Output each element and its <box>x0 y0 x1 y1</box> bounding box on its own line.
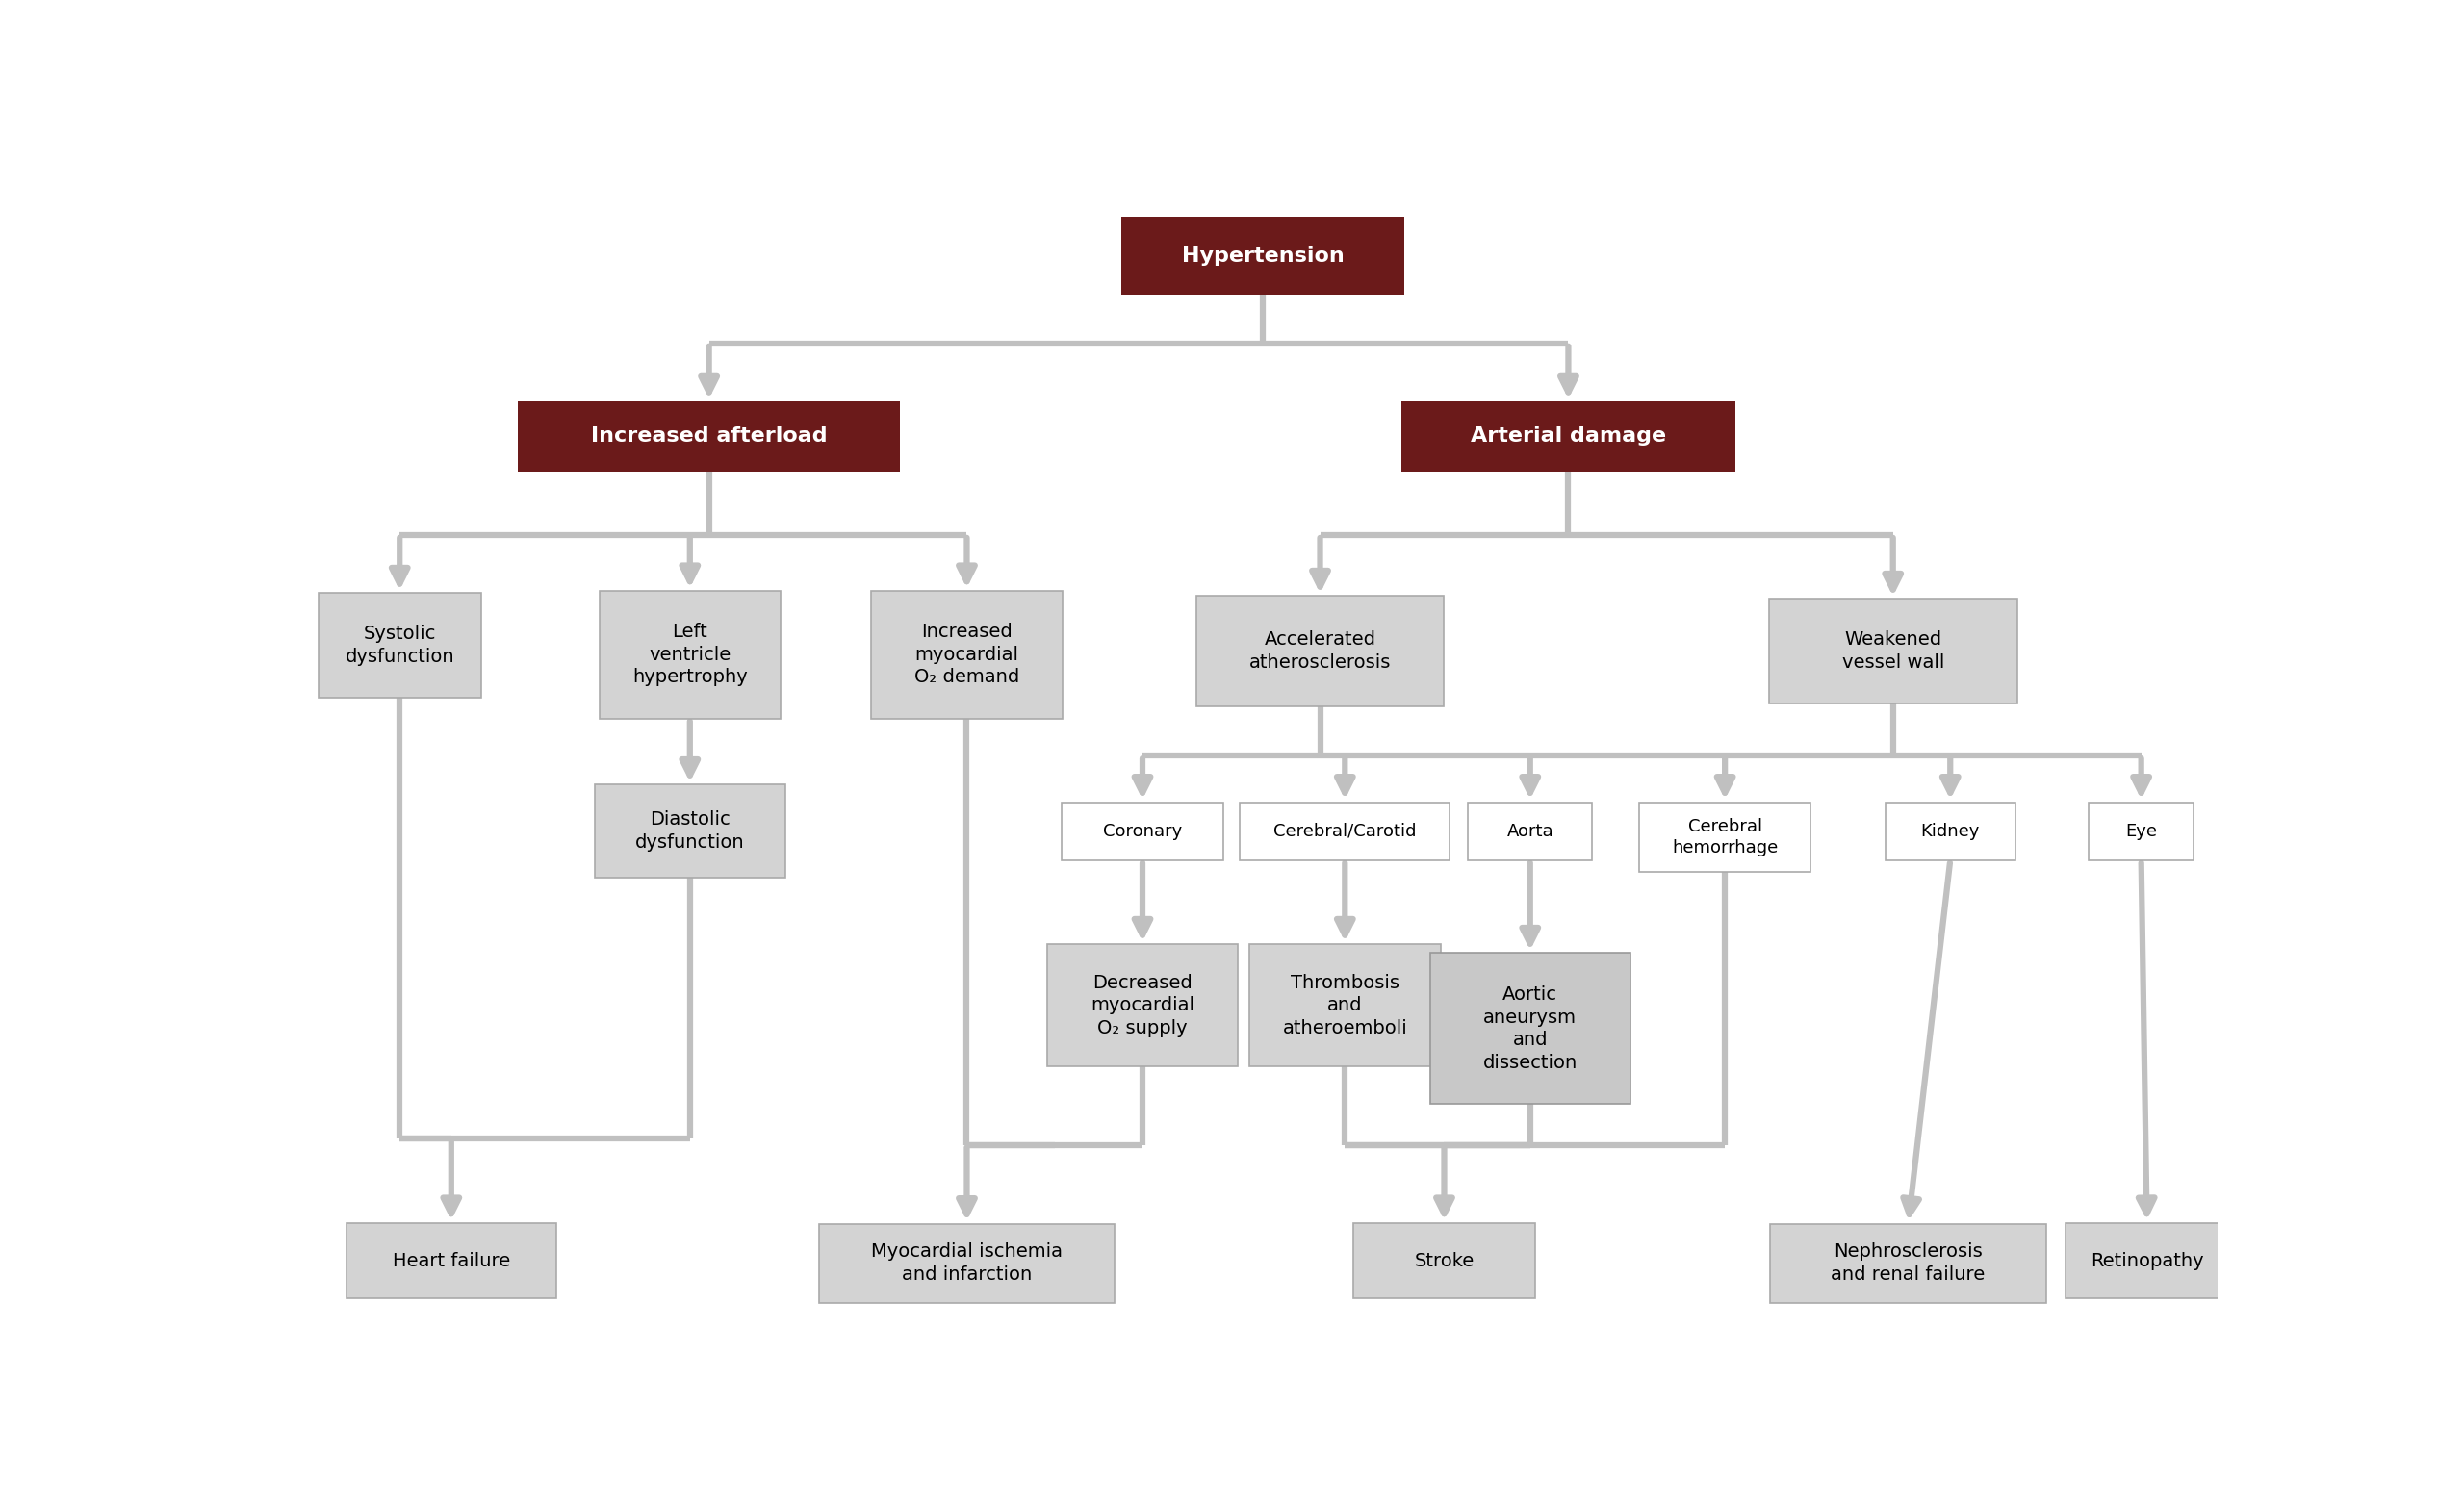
FancyBboxPatch shape <box>517 401 899 470</box>
Text: Myocardial ischemia
and infarction: Myocardial ischemia and infarction <box>872 1243 1062 1283</box>
Text: Weakened
vessel wall: Weakened vessel wall <box>1841 630 1944 671</box>
Text: Cerebral
hemorrhage: Cerebral hemorrhage <box>1673 817 1779 857</box>
Text: Accelerated
atherosclerosis: Accelerated atherosclerosis <box>1249 630 1392 671</box>
FancyBboxPatch shape <box>345 1223 557 1298</box>
FancyBboxPatch shape <box>872 591 1062 719</box>
FancyBboxPatch shape <box>818 1223 1114 1303</box>
FancyBboxPatch shape <box>1047 944 1237 1066</box>
FancyBboxPatch shape <box>1469 802 1592 860</box>
FancyBboxPatch shape <box>1239 802 1449 860</box>
Text: Increased afterload: Increased afterload <box>591 427 828 446</box>
FancyBboxPatch shape <box>1429 953 1631 1104</box>
Text: Diastolic
dysfunction: Diastolic dysfunction <box>636 811 744 852</box>
Text: Eye: Eye <box>2126 822 2156 840</box>
FancyBboxPatch shape <box>1353 1223 1535 1298</box>
FancyBboxPatch shape <box>2089 802 2193 860</box>
Text: Arterial damage: Arterial damage <box>1471 427 1666 446</box>
Text: Thrombosis
and
atheroemboli: Thrombosis and atheroemboli <box>1281 974 1407 1038</box>
Text: Systolic
dysfunction: Systolic dysfunction <box>345 624 453 667</box>
FancyBboxPatch shape <box>1769 599 2018 703</box>
Text: Nephrosclerosis
and renal failure: Nephrosclerosis and renal failure <box>1831 1243 1986 1283</box>
Text: Stroke: Stroke <box>1414 1252 1473 1270</box>
FancyBboxPatch shape <box>1062 802 1225 860</box>
FancyBboxPatch shape <box>1249 944 1441 1066</box>
Text: Increased
myocardial
O₂ demand: Increased myocardial O₂ demand <box>914 623 1020 686</box>
Text: Coronary: Coronary <box>1104 822 1183 840</box>
FancyBboxPatch shape <box>2065 1223 2227 1298</box>
Text: Aorta: Aorta <box>1508 822 1552 840</box>
FancyBboxPatch shape <box>1195 596 1444 706</box>
FancyBboxPatch shape <box>594 784 786 878</box>
Text: Retinopathy: Retinopathy <box>2089 1252 2203 1270</box>
Text: Hypertension: Hypertension <box>1183 247 1343 265</box>
FancyBboxPatch shape <box>599 591 781 719</box>
FancyBboxPatch shape <box>1402 401 1735 470</box>
FancyBboxPatch shape <box>1885 802 2016 860</box>
Text: Aortic
aneurysm
and
dissection: Aortic aneurysm and dissection <box>1483 986 1577 1072</box>
FancyBboxPatch shape <box>1121 217 1404 296</box>
Text: Cerebral/Carotid: Cerebral/Carotid <box>1274 822 1417 840</box>
Text: Heart failure: Heart failure <box>392 1252 510 1270</box>
Text: Left
ventricle
hypertrophy: Left ventricle hypertrophy <box>633 623 747 686</box>
Text: Kidney: Kidney <box>1922 822 1979 840</box>
FancyBboxPatch shape <box>1769 1223 2048 1303</box>
Text: Decreased
myocardial
O₂ supply: Decreased myocardial O₂ supply <box>1092 974 1195 1038</box>
FancyBboxPatch shape <box>318 593 480 698</box>
FancyBboxPatch shape <box>1639 802 1811 872</box>
